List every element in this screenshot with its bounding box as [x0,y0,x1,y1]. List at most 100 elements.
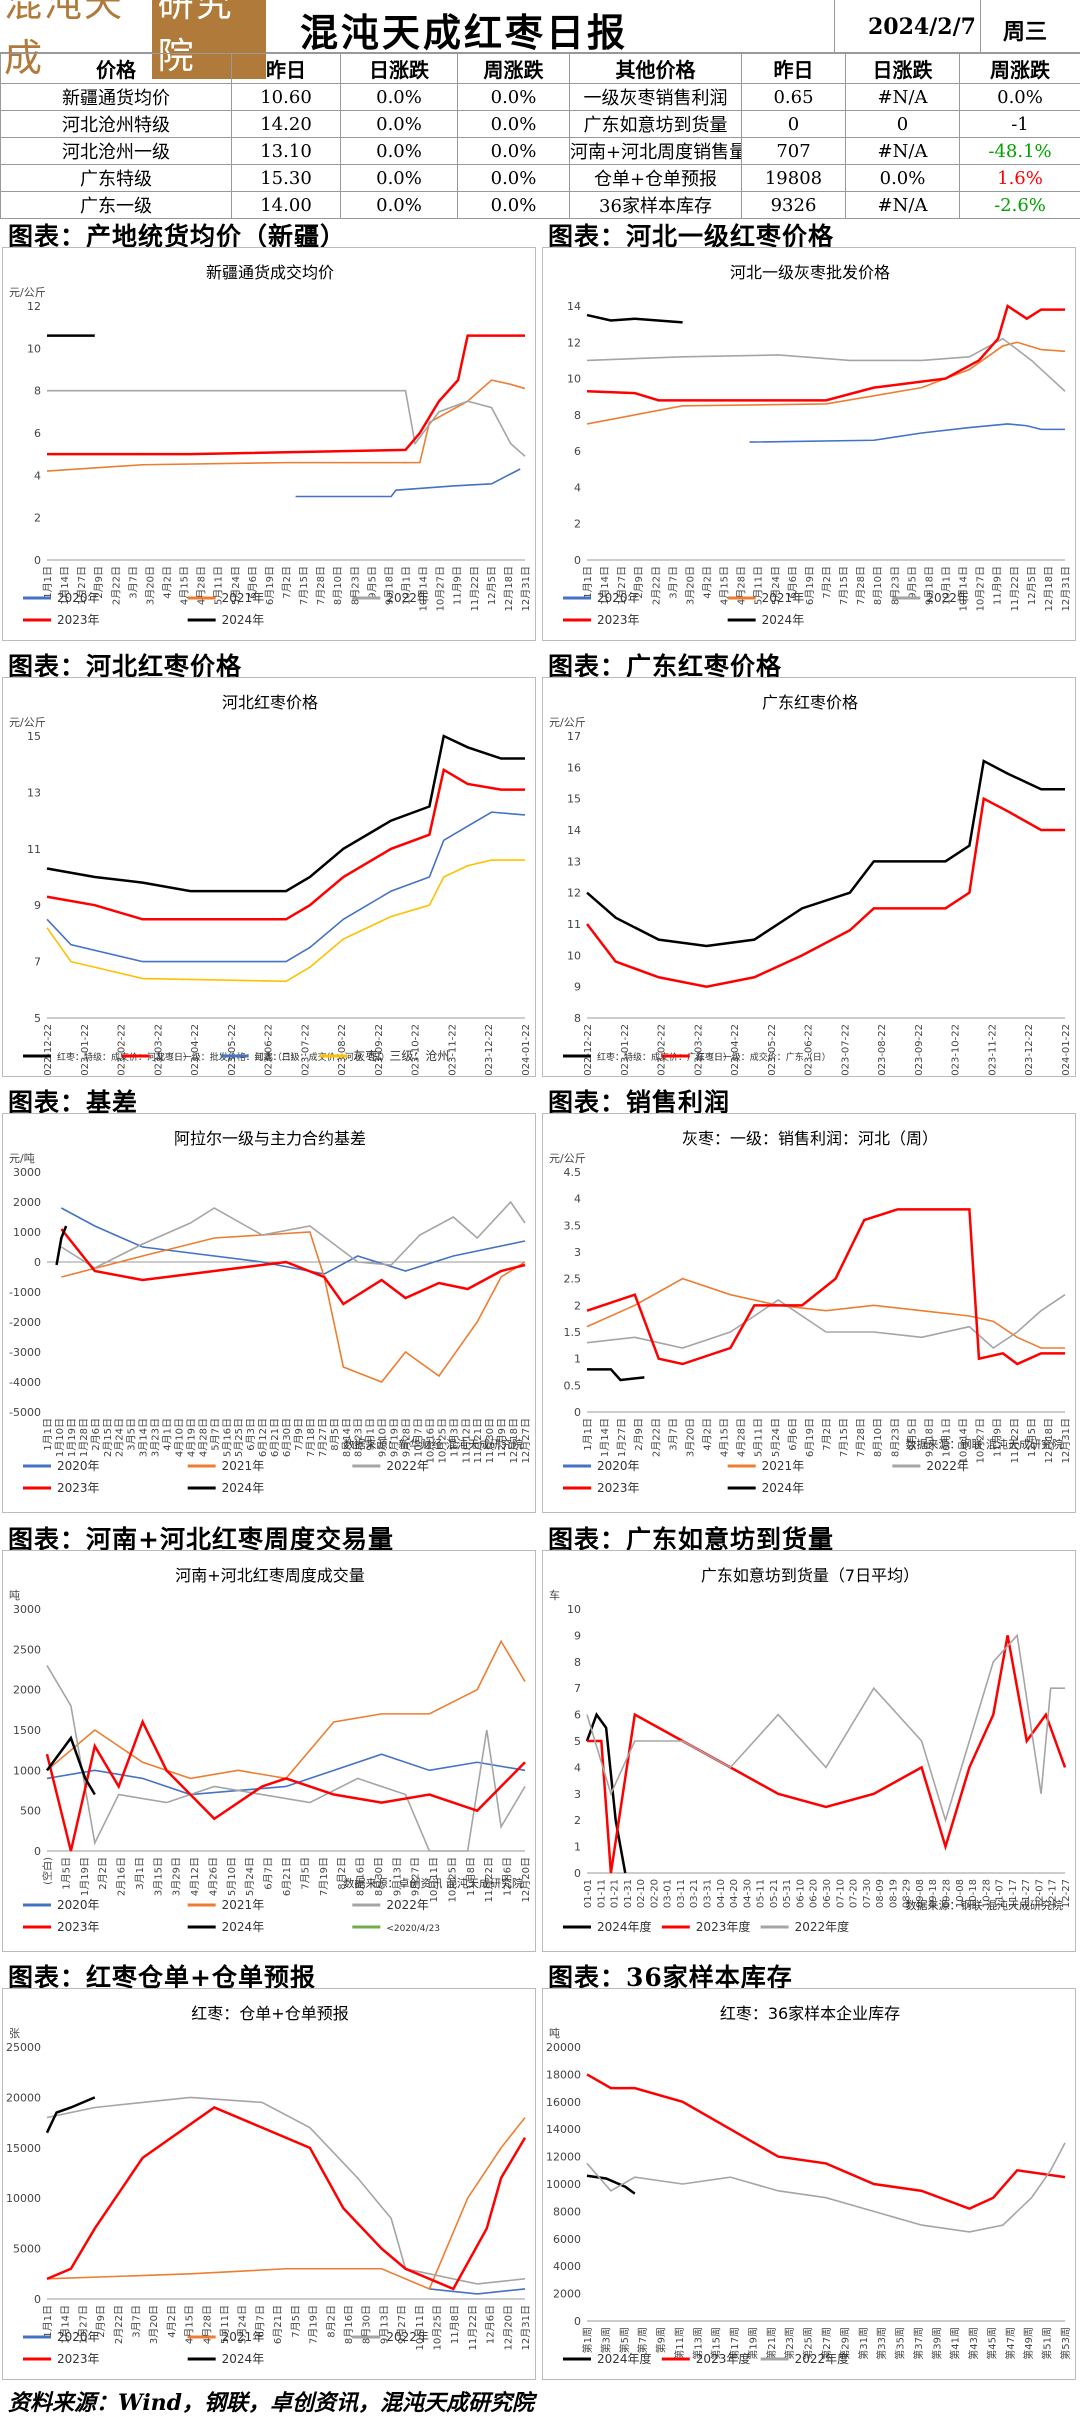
series-line [587,1635,1067,1874]
x-tick-label: 6月6日 [247,566,259,599]
y-tick-label: 11 [27,843,41,856]
series-line [586,796,1065,988]
series-line [46,379,526,472]
section-title: 图表：产地统货均价（新疆） [8,222,347,251]
report-title: 混沌天成红枣日报 [300,10,629,55]
x-tick-label: 2023-05-22 [227,1024,238,1077]
x-tick-label: 2023-01-22 [620,1024,631,1077]
chart-source-note: 数据来源：钢联 混沌天成研究院 [906,1437,1064,1451]
table-cell: 0.0% [340,110,458,138]
x-tick-label: 5月25日 [233,1418,245,1457]
x-tick-label: 2023-08-22 [337,1024,348,1077]
chart-title: 广东如意坊到货量（7日平均） [701,1566,919,1585]
x-tick-label: 04-20 [729,1879,740,1908]
y-axis-label: 元/公斤 [9,286,46,299]
y-tick-label: 13 [567,855,581,868]
legend-label: 2022年 [926,591,969,605]
table-cell: 0.0% [959,83,1080,111]
x-tick-label: 10月27日 [975,1418,987,1463]
legend-label: 2022年 [386,1898,429,1912]
x-tick-label: 4月15日 [719,1418,731,1457]
table-cell: 河北沧州一级 [0,137,232,165]
x-tick-label: 2023-02-22 [657,1024,668,1077]
legend-label: 2022年度 [795,2351,850,2366]
x-tick-label: 2月15日 [102,1418,114,1457]
x-tick-label: 9月18日 [923,1418,935,1457]
series-line [55,1225,68,1266]
x-tick-label: 09-18 [928,1879,939,1908]
x-tick-label: 10月1日 [401,566,413,605]
series-line [45,1718,526,1852]
legend-label: 2024年 [762,1481,805,1495]
x-tick-label: 7月19日 [308,2305,320,2344]
x-tick-label: 2月9日 [95,2305,107,2338]
x-tick-label: 12月31日 [520,2305,532,2350]
x-tick-label: 05-31 [782,1879,793,1908]
x-tick-label: 06-30 [822,1879,833,1908]
x-tick-label: 1月1日 [582,1418,594,1451]
x-tick-label: 第7周 [636,2327,649,2353]
x-tick-label: 10月27日 [975,566,987,611]
x-tick-label: 8月10日 [332,566,344,605]
x-tick-label: 第25周 [802,2327,815,2360]
table-cell: 0.0% [340,191,458,219]
table-cell: 9326 [741,191,846,219]
chart-title: 新疆通货成交均价 [206,263,334,282]
x-tick-label: 2023-04-22 [730,1024,741,1077]
x-tick-label: 2月24日 [114,1418,126,1457]
x-tick-label: 第39周 [930,2327,943,2360]
table-cell: 广东如意坊到货量 [569,110,742,138]
x-tick-label: 11月12日 [460,1418,472,1463]
x-tick-label: 3月5日 [126,1418,138,1451]
x-tick-label: 2月6日 [90,1418,102,1451]
x-tick-label: 8月14日 [341,1418,353,1457]
series-line [46,734,525,893]
chart-source-note: 数据来源：卓创资讯 混沌天成研究院 [344,1876,524,1890]
y-axis-label: 车 [549,1588,560,1602]
y-tick-label: 2000 [13,1684,41,1697]
x-tick-label: 8月23日 [889,1418,901,1457]
x-tick-label: 12-27 [1061,1879,1072,1908]
x-tick-label: 6月19日 [804,1418,816,1457]
x-tick-label: 3月7日 [131,2305,143,2338]
table-cell: #N/A [845,137,960,165]
y-tick-label: 0 [574,1406,581,1419]
series-line [45,2096,96,2134]
x-tick-label: 10月1日 [941,566,953,605]
x-tick-label: 9月13日 [391,1857,403,1896]
x-tick-label: 4月26日 [207,1857,219,1896]
y-tick-label: 15 [27,730,41,743]
x-tick-label: 2月22日 [113,2305,125,2344]
chart-title: 灰枣：一级：销售利润：河北（周） [682,1129,938,1148]
x-tick-label: 7月15日 [838,1418,850,1457]
x-tick-label: 12月18日 [508,1418,520,1463]
x-tick-label: 11月22日 [469,566,481,611]
y-tick-label: 10000 [546,2178,581,2191]
y-tick-label: 10000 [6,2192,41,2205]
x-tick-label: 8月2日 [325,2305,337,2338]
x-tick-label: 3月14日 [138,1418,150,1457]
x-tick-label: 6月21日 [281,1857,293,1896]
table-cell: 19808 [741,164,846,192]
x-tick-label: 10月1日 [941,1418,953,1457]
x-tick-label: 9月18日 [923,566,935,605]
x-tick-label: 12-17 [1048,1879,1059,1908]
x-tick-label: 4月15日 [179,566,191,605]
x-tick-label: 4月10日 [173,1418,185,1457]
legend-label: 2021年 [222,1898,265,1912]
x-tick-label: 2月2日 [97,1857,109,1890]
x-tick-label: 6月19日 [804,566,816,605]
x-tick-label: 08-09 [875,1879,886,1908]
y-tick-label: 14 [567,300,581,313]
x-tick-label: 4月28日 [201,2305,213,2344]
x-tick-label: 5月11日 [753,1418,765,1457]
x-tick-label: 9月27日 [396,2305,408,2344]
table-cell: -2.6% [959,191,1080,219]
x-tick-label: 6月30日 [281,1418,293,1457]
x-tick-label: 02-10 [636,1879,647,1908]
x-tick-label: 11月22日 [467,2305,479,2350]
x-tick-label: 1月19日 [66,1418,78,1457]
